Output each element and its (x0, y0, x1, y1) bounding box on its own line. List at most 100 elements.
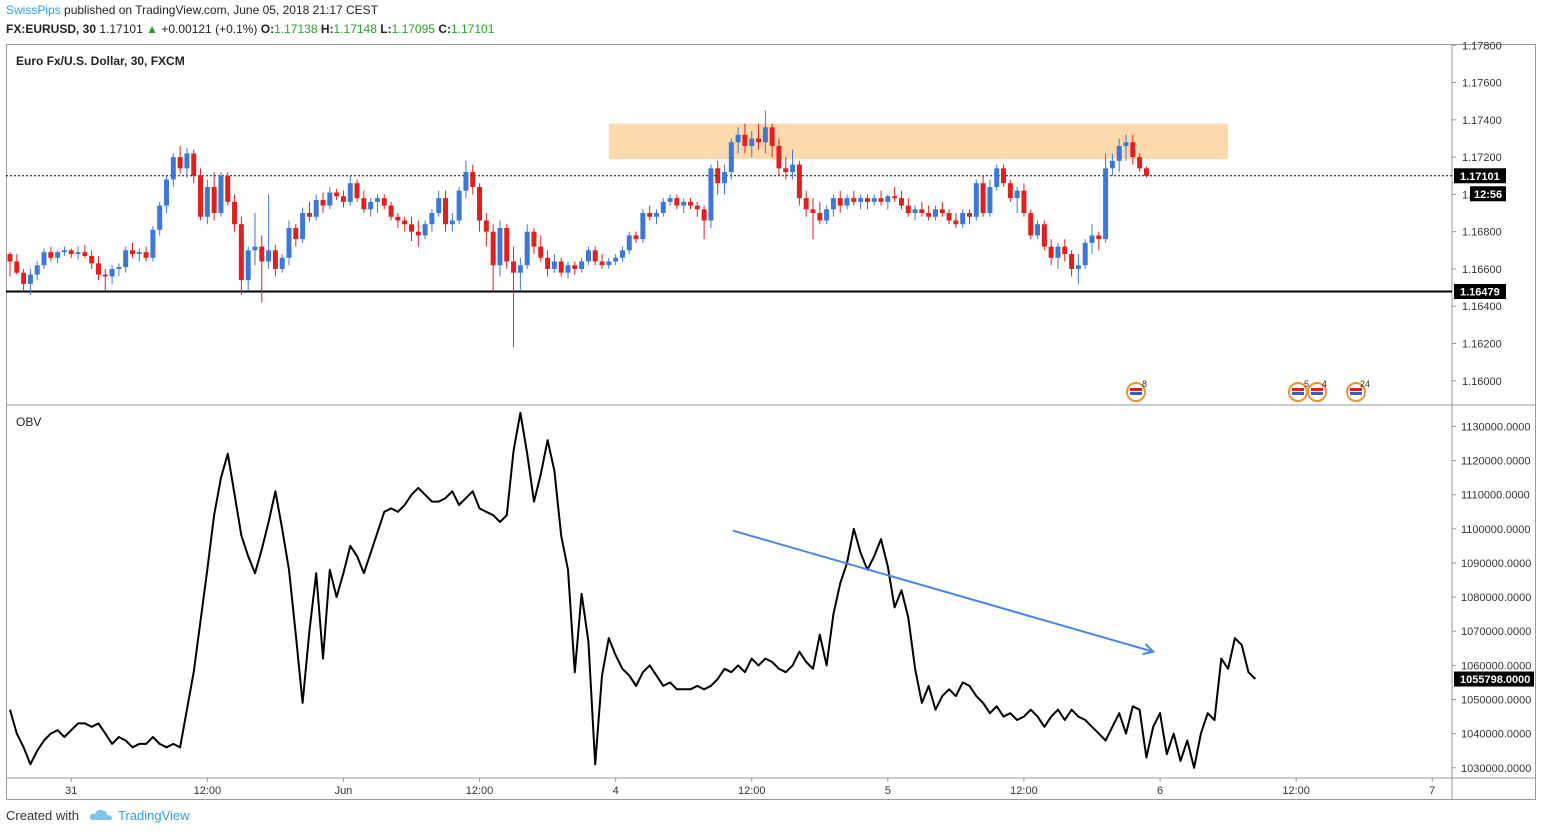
candle (517, 257, 523, 292)
price-tick-label: 1.16200 (1462, 339, 1502, 351)
resistance-zone[interactable] (608, 123, 1229, 159)
candle-body (1143, 168, 1149, 176)
candle-body (395, 216, 401, 221)
candle-body (830, 198, 836, 210)
event-marker-4[interactable]: 24 (1346, 379, 1370, 402)
candle (109, 265, 115, 284)
candle (361, 190, 367, 214)
candle-body (429, 213, 435, 225)
candle (1014, 186, 1020, 214)
candle (1082, 239, 1088, 269)
symbol-label: FX:EURUSD, 30 (6, 22, 97, 36)
obv-trendline[interactable] (732, 529, 1154, 653)
candle-body (184, 153, 190, 169)
candle-body (626, 235, 632, 251)
candle (170, 153, 176, 187)
candle-body (1041, 224, 1047, 247)
candle-body (14, 261, 20, 273)
candle-body (116, 267, 122, 269)
candle-body (803, 198, 809, 210)
candle (232, 194, 238, 232)
candle-body (477, 186, 483, 221)
svg-text:12:56: 12:56 (1474, 189, 1502, 201)
candle (810, 198, 816, 240)
event-marker-2[interactable]: 5 (1288, 379, 1309, 402)
candle-body (1096, 235, 1102, 240)
candle-body (68, 250, 74, 255)
obv-axis: 1130000.0000 1120000.0000 1110000.0000 1100… (1452, 421, 1531, 775)
candle-body (422, 224, 428, 236)
candle (599, 254, 605, 269)
candle (545, 250, 551, 277)
candle-body (1082, 242, 1088, 266)
candle (756, 123, 762, 150)
event-marker-1[interactable]: 8 (1126, 379, 1147, 402)
candle-body (545, 257, 551, 269)
candle (722, 164, 728, 195)
candle (102, 268, 108, 292)
candle-body (286, 227, 292, 258)
candle (279, 254, 285, 273)
candle-body (756, 138, 762, 143)
candle (381, 194, 387, 210)
candle (1007, 179, 1013, 202)
candle (653, 209, 659, 225)
up-arrow-icon: ▲ (146, 22, 158, 36)
chart-frame (6, 44, 1536, 800)
time-tick-label: 12:00 (1010, 785, 1038, 797)
candle-body (1109, 160, 1115, 169)
event-count: 5 (1304, 379, 1309, 389)
obv-tick-label: 1130000.0000 (1461, 421, 1531, 433)
candle (1055, 242, 1061, 269)
candle (306, 201, 312, 223)
candle-body (647, 213, 653, 217)
candle-body (211, 186, 217, 214)
candle-body (524, 231, 530, 266)
candle (449, 213, 455, 232)
tradingview-link[interactable]: TradingView (118, 808, 190, 823)
candle (749, 131, 755, 158)
candle-body (790, 164, 796, 173)
candle (973, 179, 979, 221)
candle-body (810, 209, 816, 214)
candle-body (95, 263, 101, 275)
candle (585, 246, 591, 266)
time-tick-label: 12:00 (194, 785, 222, 797)
candle-body (340, 196, 346, 202)
candle (320, 192, 326, 214)
publish-info: SwissPips published on TradingView.com, … (6, 3, 378, 17)
candle-body (306, 213, 312, 217)
candle-body (728, 142, 734, 173)
candle (1021, 183, 1027, 217)
candle (245, 246, 251, 292)
candle-body (313, 200, 319, 217)
candle (61, 246, 67, 256)
candle (334, 188, 340, 200)
candle (592, 246, 598, 266)
candle-body (449, 220, 455, 225)
high-label: H: (320, 22, 334, 36)
candle-body (613, 257, 619, 262)
candle (912, 205, 918, 221)
candle-body (994, 168, 1000, 187)
candle (191, 149, 197, 184)
event-marker-3[interactable]: 4 (1307, 379, 1327, 402)
candle-body (157, 205, 163, 230)
candle-body (34, 265, 40, 275)
candle (402, 216, 408, 232)
event-count: 8 (1142, 379, 1147, 389)
event-count: 24 (1360, 379, 1370, 389)
candle (266, 194, 272, 269)
candle (824, 205, 830, 225)
obv-tick-label: 1100000.0000 (1461, 524, 1531, 536)
author-name[interactable]: SwissPips (6, 3, 61, 17)
candle-body (864, 198, 870, 202)
candle (1001, 164, 1007, 187)
candle-body (606, 261, 612, 266)
candle (905, 198, 911, 217)
candle-body (1028, 213, 1034, 236)
candle (742, 123, 748, 154)
candle (790, 149, 796, 180)
candle (313, 194, 319, 221)
